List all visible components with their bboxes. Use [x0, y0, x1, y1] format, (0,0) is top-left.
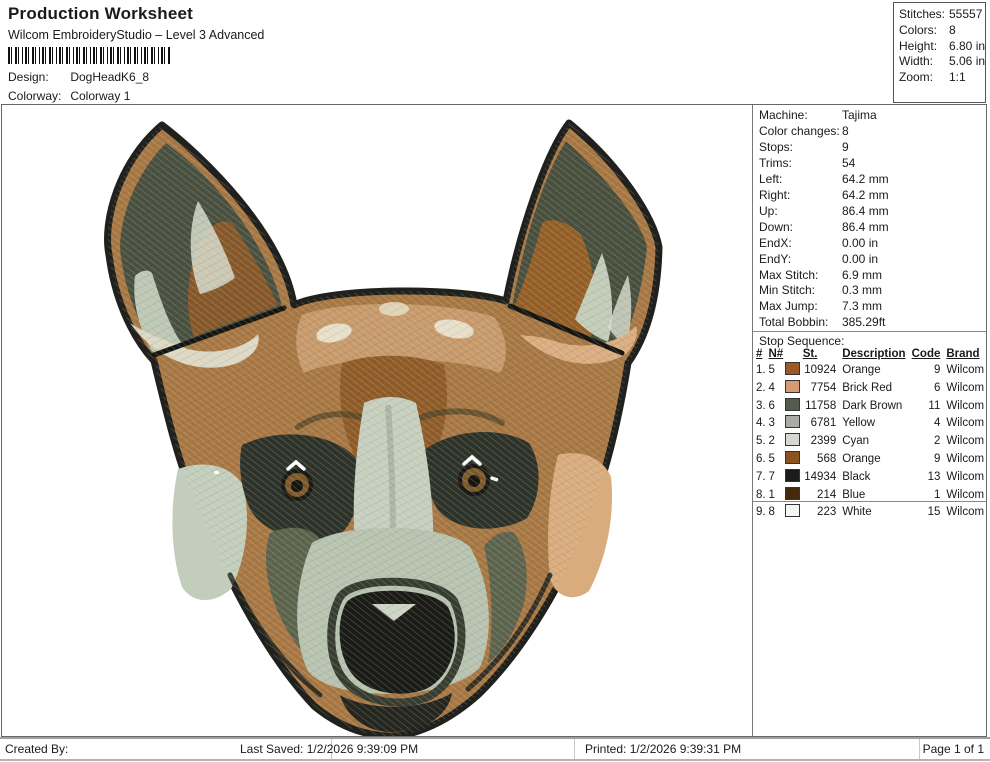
- page-number-text: Page 1 of 1: [922, 742, 984, 756]
- summary-value: 1:1: [949, 70, 966, 85]
- stop-sequence-header-row: # N# St. Description Code Brand: [755, 348, 987, 362]
- machine-info-value: 86.4 mm: [842, 203, 889, 218]
- stop-sequence-row: 2. 4 7754 Brick Red 6 Wilcom: [756, 379, 985, 394]
- thread-color-swatch: [785, 468, 801, 482]
- summary-value: 6.80 in: [949, 38, 986, 53]
- col-header-num: #: [756, 348, 763, 360]
- thread-color-swatch: [785, 362, 801, 375]
- colorway-row: Colorway: Colorway 1: [8, 89, 130, 103]
- col-header-swatch: [784, 348, 802, 362]
- stop-sequence-row: 1. 5 10924 Orange 9 Wilcom: [756, 362, 985, 376]
- summary-row: Stitches: 55557: [899, 7, 985, 23]
- design-summary-box: Stitches: 55557 Colors: 8 Height: 6.80 in W…: [893, 2, 986, 103]
- col-header-st: St.: [802, 348, 818, 360]
- footer-divider: [919, 739, 920, 759]
- summary-row: Colors: 8: [899, 23, 985, 39]
- stop-sequence-table: # N# St. Description Code Brand 1. 5 10924…: [755, 348, 987, 522]
- stop-sequence-row: 9. 8 223 White 15 Wilcom: [756, 504, 985, 519]
- worksheet-body: Machine: Tajima Color changes: 8 Stops: 9 T…: [1, 104, 987, 740]
- app-subtitle: Wilcom EmbroideryStudio – Level 3 Advanc…: [8, 28, 265, 42]
- design-value: DogHeadK6_8: [70, 70, 150, 84]
- machine-info-label: Stops:: [759, 139, 794, 154]
- printed-text: Printed: 1/2/2026 9:39:31 PM: [585, 742, 742, 756]
- thread-color-swatch: [785, 397, 801, 411]
- machine-info-value: 86.4 mm: [842, 219, 889, 234]
- machine-info-value: 0.00 in: [842, 235, 879, 250]
- stop-sequence-title: Stop Sequence:: [759, 334, 845, 348]
- design-canvas: [2, 105, 752, 740]
- footer-bar: Created By: Last Saved: 1/2/2026 9:39:09…: [0, 737, 990, 761]
- barcode-image: [8, 47, 171, 64]
- stop-sequence-row: 6. 5 568 Orange 9 Wilcom: [756, 450, 985, 465]
- machine-info-value: 0.00 in: [842, 251, 879, 266]
- summary-label: Stitches:: [899, 7, 946, 21]
- machine-info-value: 64.2 mm: [842, 187, 889, 202]
- machine-info-value: 385.29ft: [842, 315, 886, 330]
- summary-label: Width:: [899, 54, 934, 69]
- thread-color-swatch: [785, 450, 801, 464]
- thread-color-swatch: [785, 415, 801, 429]
- summary-row: Width: 5.06 in: [899, 54, 985, 70]
- machine-info-label: Color changes:: [759, 123, 840, 138]
- machine-info-value: 64.2 mm: [842, 171, 889, 186]
- thread-color-swatch: [785, 486, 801, 500]
- col-header-code: Code: [911, 348, 941, 360]
- machine-info-value: 6.9 mm: [842, 267, 883, 282]
- panel-divider-top: [753, 331, 987, 332]
- summary-label: Zoom:: [899, 70, 934, 85]
- summary-row: Zoom: 1:1: [899, 70, 985, 86]
- page-title: Production Worksheet: [8, 4, 194, 23]
- last-saved-text: Last Saved: 1/2/2026 9:39:09 PM: [240, 742, 419, 756]
- machine-info-value: 8: [842, 123, 849, 138]
- stop-sequence-row: 4. 3 6781 Yellow 4 Wilcom: [756, 415, 985, 430]
- design-row: Design: DogHeadK6_8: [8, 70, 149, 84]
- machine-info-list: Machine: Tajima Color changes: 8 Stops: 9 T…: [753, 108, 987, 331]
- machine-info-label: Trims:: [759, 155, 792, 170]
- thread-color-swatch: [785, 379, 801, 393]
- machine-info-panel: Machine: Tajima Color changes: 8 Stops: 9 T…: [752, 105, 987, 736]
- thread-color-swatch: [785, 433, 801, 447]
- panel-divider-bottom: [753, 501, 987, 502]
- stop-sequence-row: 5. 2 2399 Cyan 2 Wilcom: [756, 433, 985, 448]
- machine-info-value: 7.3 mm: [842, 299, 883, 314]
- summary-label: Colors:: [899, 22, 938, 37]
- stop-sequence-row: 3. 6 11758 Dark Brown 11 Wilcom: [756, 397, 985, 412]
- machine-info-label: Machine:: [759, 108, 808, 122]
- machine-info-value: 0.3 mm: [842, 283, 883, 298]
- machine-info-label: Min Stitch:: [759, 283, 816, 298]
- machine-info-label: EndY:: [759, 251, 792, 266]
- machine-info-value: Tajima: [842, 108, 877, 122]
- stop-sequence-row: 7. 7 14934 Black 13 Wilcom: [756, 468, 985, 483]
- machine-info-label: Total Bobbin:: [759, 315, 829, 330]
- summary-row: Height: 6.80 in: [899, 39, 985, 55]
- col-header-brand: Brand: [946, 348, 980, 360]
- summary-value: 8: [949, 22, 956, 37]
- machine-info-value: 54: [842, 155, 856, 170]
- thread-color-swatch: [785, 504, 801, 518]
- machine-info-label: Max Stitch:: [759, 267, 819, 282]
- col-header-description: Description: [842, 348, 906, 360]
- footer-divider: [574, 739, 575, 759]
- machine-info-label: Up:: [759, 203, 778, 218]
- summary-value: 5.06 in: [949, 54, 986, 69]
- machine-info-label: Down:: [759, 219, 794, 234]
- summary-value: 55557: [949, 7, 983, 21]
- colorway-label: Colorway:: [8, 89, 62, 103]
- machine-info-label: Right:: [759, 187, 791, 202]
- stop-sequence-row: 8. 1 214 Blue 1 Wilcom: [756, 486, 985, 501]
- col-header-n: N#: [768, 348, 784, 360]
- summary-label: Height:: [899, 38, 938, 53]
- machine-info-value: 9: [842, 139, 849, 154]
- machine-info-label: EndX:: [759, 235, 792, 250]
- machine-info-label: Left:: [759, 171, 783, 186]
- embroidery-design-image: [104, 119, 663, 740]
- footer-divider: [331, 739, 332, 759]
- design-label: Design:: [8, 70, 49, 84]
- stitch-texture-dark: [107, 123, 660, 736]
- colorway-value: Colorway 1: [70, 89, 131, 103]
- machine-info-label: Max Jump:: [759, 299, 818, 314]
- created-by-label: Created By:: [5, 742, 69, 756]
